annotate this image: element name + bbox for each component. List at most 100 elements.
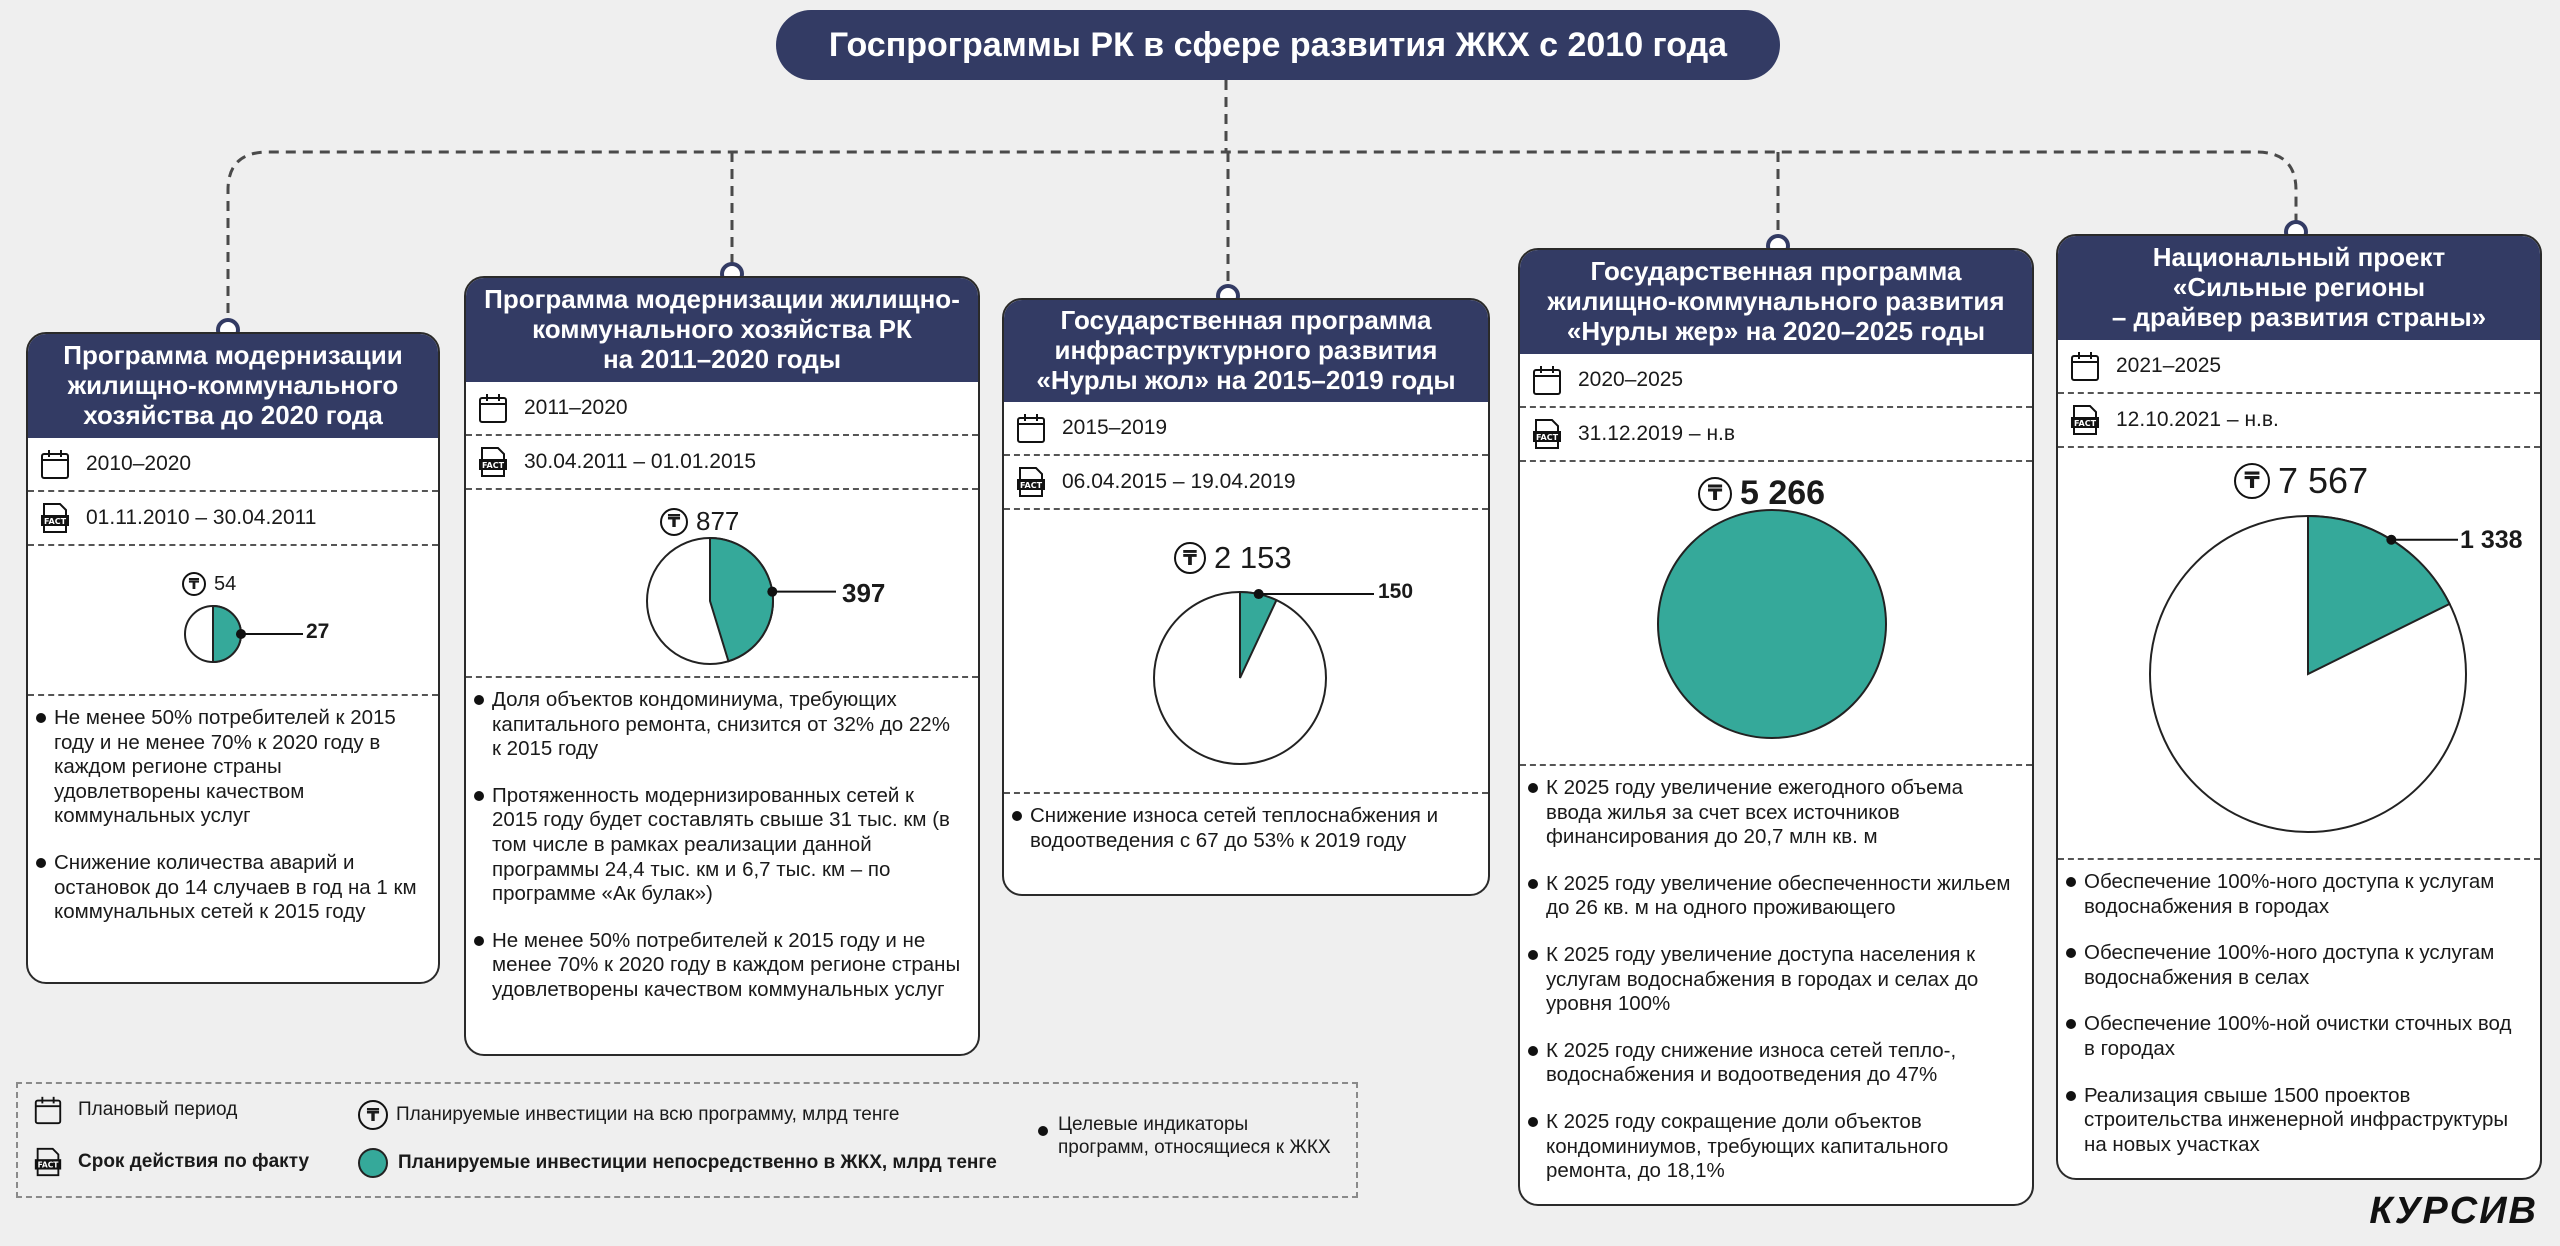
svg-text:FACT: FACT <box>38 1161 60 1170</box>
fact-doc-icon: FACT <box>1017 467 1045 497</box>
program-title: Национальный проект «Сильные регионы – д… <box>2058 236 2540 340</box>
indicator-item: К 2025 году увеличение ежегодного объема… <box>1528 776 2018 850</box>
housing-slice <box>1657 509 1887 739</box>
indicator-item: Обеспечение 100%-ной очистки сточных вод… <box>2066 1012 2526 1061</box>
tenge-icon: ₸ <box>1174 542 1206 574</box>
program-card-2: Программа модернизации жилищно- коммунал… <box>464 276 980 1056</box>
teal-circle-icon <box>358 1148 388 1178</box>
investment-pie <box>1153 589 1374 765</box>
calendar-icon <box>41 450 69 479</box>
svg-text:FACT: FACT <box>2074 419 2097 428</box>
legend: Плановый период FACT Срок действия по фа… <box>16 1082 1358 1198</box>
calendar-icon <box>1017 414 1045 443</box>
program-card-4: Государственная программа жилищно-коммун… <box>1518 248 2034 1206</box>
indicator-list: Не менее 50% потребителей к 2015 году и … <box>28 696 438 955</box>
investment-pie <box>2149 514 2467 833</box>
investment-pie-area: ₸ 877 397 <box>466 490 978 678</box>
planned-period-row: 2010–2020 <box>28 438 438 492</box>
indicator-list: Доля объектов кондоминиума, требующих ка… <box>466 678 978 1033</box>
total-investment: ₸ 877 <box>660 506 739 537</box>
housing-investment-value: 397 <box>842 577 886 608</box>
actual-period-row: FACT 30.04.2011 – 01.01.2015 <box>466 436 978 490</box>
legend-indicators: Целевые индикаторы программ, относящиеся… <box>1038 1114 1338 1160</box>
planned-period: 2011–2020 <box>524 396 628 419</box>
planned-period-row: 2020–2025 <box>1520 354 2032 408</box>
indicator-item: Снижение количества аварий и остановок д… <box>36 851 424 925</box>
indicator-item: Обеспечение 100%-ного доступа к услугам … <box>2066 870 2526 919</box>
svg-text:FACT: FACT <box>44 517 67 526</box>
indicator-item: К 2025 году снижение износа сетей тепло-… <box>1528 1039 2018 1088</box>
actual-period-row: FACT 12.10.2021 – н.в. <box>2058 394 2540 448</box>
legend-actual-period: FACT Срок действия по факту <box>32 1146 309 1178</box>
calendar-icon <box>1533 366 1561 395</box>
indicator-list: Снижение износа сетей теплоснабжения и в… <box>1004 794 1488 883</box>
leader-dot <box>2386 534 2397 545</box>
bullet-dot-icon <box>1038 1126 1048 1136</box>
legend-planned-period: Плановый период <box>32 1094 237 1126</box>
actual-period: 06.04.2015 – 19.04.2019 <box>1062 470 1296 493</box>
total-investment-value: 54 <box>214 572 237 595</box>
program-card-3: Государственная программа инфраструктурн… <box>1002 298 1490 896</box>
investment-pie-area: ₸ 5 266 <box>1520 462 2032 766</box>
actual-period: 31.12.2019 – н.в <box>1578 422 1736 445</box>
program-card-5: Национальный проект «Сильные регионы – д… <box>2056 234 2542 1180</box>
svg-text:FACT: FACT <box>482 461 505 470</box>
investment-pie <box>646 536 836 665</box>
planned-period: 2010–2020 <box>86 452 192 475</box>
total-investment-value: 877 <box>696 506 740 536</box>
actual-period: 30.04.2011 – 01.01.2015 <box>524 450 756 473</box>
program-title: Государственная программа жилищно-коммун… <box>1520 250 2032 354</box>
calendar-icon <box>34 1096 62 1125</box>
total-investment-value: 2 153 <box>1214 540 1292 575</box>
indicator-item: Доля объектов кондоминиума, требующих ка… <box>474 688 964 762</box>
total-investment: ₸ 2 153 <box>1174 540 1292 576</box>
planned-period-row: 2021–2025 <box>2058 340 2540 394</box>
legend-total-investment: ₸ Планируемые инвестиции на всю программ… <box>358 1100 899 1130</box>
tenge-icon: ₸ <box>2234 463 2270 499</box>
fact-doc-icon: FACT <box>41 503 69 533</box>
fact-doc-icon: FACT <box>2071 405 2099 435</box>
indicator-list: Обеспечение 100%-ного доступа к услугам … <box>2058 860 2540 1178</box>
actual-period: 01.11.2010 – 30.04.2011 <box>86 506 317 529</box>
indicator-item: К 2025 году увеличение обеспеченности жи… <box>1528 872 2018 921</box>
total-investment: ₸ 5 266 <box>1698 474 1825 513</box>
tenge-icon: ₸ <box>660 507 688 536</box>
program-title: Программа модернизации жилищно- коммунал… <box>466 278 978 382</box>
page-title: Госпрограммы РК в сфере развития ЖКХ с 2… <box>776 10 1780 80</box>
planned-period: 2021–2025 <box>2116 354 2222 377</box>
actual-period: 12.10.2021 – н.в. <box>2116 408 2279 431</box>
investment-pie-area: ₸ 7 567 1 338 <box>2058 448 2540 860</box>
housing-investment-value: 150 <box>1378 580 1414 604</box>
indicator-item: Протяженность модернизированных сетей к … <box>474 784 964 907</box>
investment-pie-area: ₸ 2 153 150 <box>1004 510 1488 794</box>
planned-period-row: 2015–2019 <box>1004 402 1488 456</box>
indicator-item: Реализация свыше 1500 проектов строитель… <box>2066 1084 2526 1158</box>
planned-period: 2015–2019 <box>1062 416 1168 439</box>
investment-pie <box>1657 509 1887 739</box>
total-investment-value: 5 266 <box>1740 474 1826 512</box>
fact-doc-icon: FACT <box>34 1147 62 1177</box>
investment-pie <box>184 604 303 664</box>
indicator-item: Не менее 50% потребителей к 2015 году и … <box>474 929 964 1003</box>
indicator-item: Обеспечение 100%-ного доступа к услугам … <box>2066 941 2526 990</box>
indicator-item: Снижение износа сетей теплоснабжения и в… <box>1012 804 1474 853</box>
calendar-icon <box>2071 352 2099 381</box>
total-investment-value: 7 567 <box>2278 460 2369 501</box>
fact-doc-icon: FACT <box>479 447 507 477</box>
indicator-item: К 2025 году сокращение доли объектов кон… <box>1528 1110 2018 1184</box>
actual-period-row: FACT 01.11.2010 – 30.04.2011 <box>28 492 438 546</box>
leader-dot <box>1253 589 1264 600</box>
total-investment: ₸ 54 <box>182 572 236 596</box>
fact-doc-icon: FACT <box>1533 419 1561 449</box>
tenge-icon: ₸ <box>1698 476 1732 511</box>
svg-text:FACT: FACT <box>1020 481 1043 490</box>
actual-period-row: FACT 06.04.2015 – 19.04.2019 <box>1004 456 1488 510</box>
housing-investment-value: 27 <box>306 620 330 643</box>
indicator-item: К 2025 году увеличение доступа населения… <box>1528 943 2018 1017</box>
brand-logo: КУРСИВ <box>2369 1190 2538 1232</box>
legend-housing-investment: Планируемые инвестиции непосредственно в… <box>358 1148 997 1178</box>
total-investment: ₸ 7 567 <box>2234 460 2368 502</box>
investment-pie-area: ₸ 54 27 <box>28 546 438 696</box>
program-title: Государственная программа инфраструктурн… <box>1004 300 1488 402</box>
tenge-icon: ₸ <box>182 572 206 596</box>
